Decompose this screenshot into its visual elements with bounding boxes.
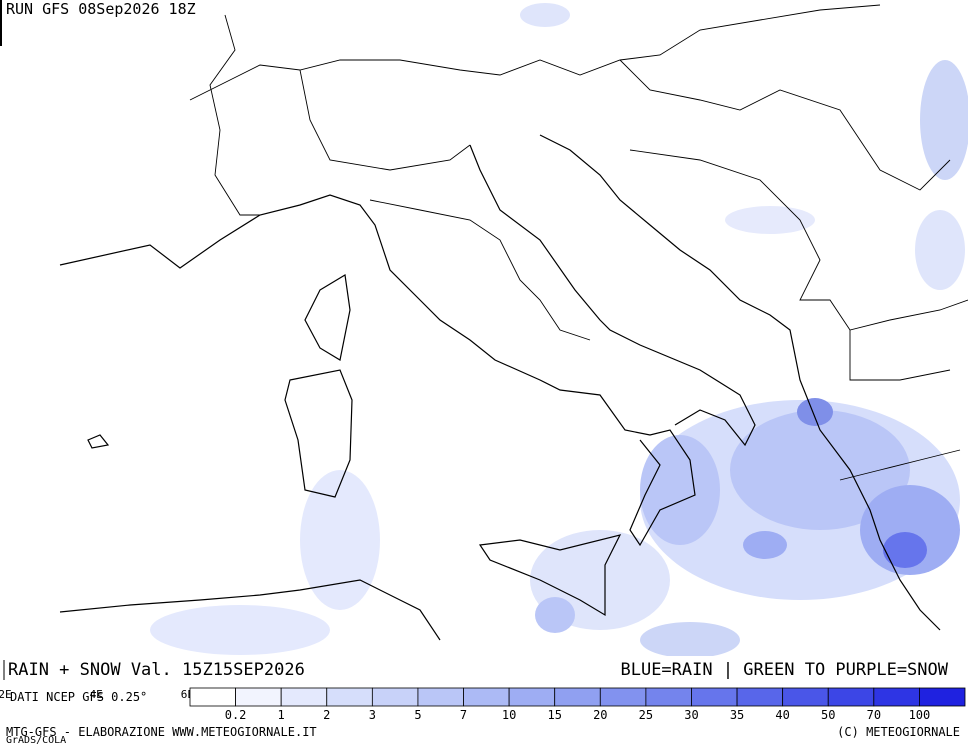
colorbar-box bbox=[280, 687, 328, 707]
colorbar-box bbox=[463, 687, 510, 707]
colorbar: 0.2 1 2 3 5 7 10 15 20 25 30 35 40 50 70 100 bbox=[189, 687, 966, 722]
colorbar-box bbox=[599, 687, 647, 707]
colorbar-box bbox=[827, 687, 875, 707]
colorbar-box bbox=[554, 687, 601, 707]
colorbar-box bbox=[919, 687, 966, 707]
colorbar-box bbox=[371, 687, 419, 707]
colorbar-label: 15 bbox=[547, 708, 561, 722]
source: DATI NCEP GFS 0.25° bbox=[10, 690, 147, 704]
colorbar-box bbox=[782, 687, 829, 707]
colorbar-label: 20 bbox=[593, 708, 607, 722]
colorbar-box bbox=[189, 687, 236, 707]
legend-note: BLUE=RAIN | GREEN TO PURPLE=SNOW bbox=[620, 660, 948, 680]
colorbar-label: 50 bbox=[821, 708, 835, 722]
colorbar-label: 3 bbox=[369, 708, 376, 722]
colorbar-box bbox=[417, 687, 464, 707]
run-label: RUN GFS 08Sep2026 18Z bbox=[6, 0, 196, 18]
precip-field bbox=[150, 3, 968, 658]
grads: GrADS/COLA bbox=[6, 735, 66, 745]
colorbar-box bbox=[508, 687, 556, 707]
colorbar-label: 40 bbox=[775, 708, 789, 722]
colorbar-label: 7 bbox=[460, 708, 467, 722]
colorbar-label: 30 bbox=[684, 708, 698, 722]
colorbar-label: 2 bbox=[323, 708, 330, 722]
colorbar-label: 1 bbox=[278, 708, 285, 722]
colorbar-label: 100 bbox=[909, 708, 931, 722]
borders bbox=[189, 4, 968, 481]
longitude-label: 4E bbox=[90, 688, 103, 701]
colorbar-box bbox=[326, 687, 373, 707]
colorbar-label: 25 bbox=[639, 708, 653, 722]
colorbar-box bbox=[235, 687, 282, 707]
colorbar-label: 0.2 bbox=[225, 708, 247, 722]
colorbar-box bbox=[691, 687, 738, 707]
colorbar-label: 35 bbox=[730, 708, 744, 722]
credit: MTG-GFS - ELABORAZIONE WWW.METEOGIORNALE… bbox=[6, 725, 317, 739]
copyright: (C) METEOGIORNALE bbox=[837, 725, 960, 739]
colorbar-label: 5 bbox=[414, 708, 421, 722]
colorbar-label: 70 bbox=[867, 708, 881, 722]
colorbar-box bbox=[873, 687, 920, 707]
coastlines bbox=[59, 134, 941, 641]
colorbar-label: 10 bbox=[502, 708, 516, 722]
colorbar-box bbox=[736, 687, 784, 707]
longitude-label: 2E bbox=[0, 688, 12, 701]
legend-title: RAIN + SNOW Val. 15Z15SEP2026 bbox=[8, 660, 305, 680]
colorbar-box bbox=[645, 687, 692, 707]
